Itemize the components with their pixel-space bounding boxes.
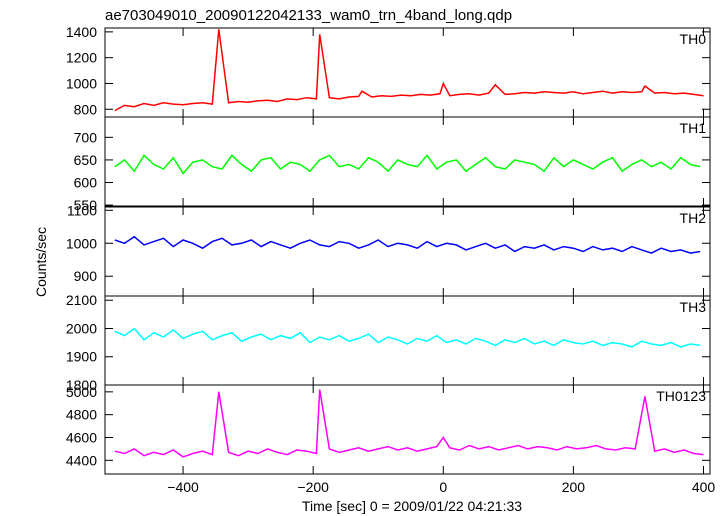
band-label-th2: TH2 bbox=[680, 210, 707, 226]
y-tick-label: 4600 bbox=[66, 429, 97, 445]
y-axis-label: Counts/sec bbox=[33, 227, 49, 297]
y-tick-label: 1000 bbox=[66, 75, 97, 91]
series-th0123 bbox=[114, 389, 704, 458]
y-tick-label: 900 bbox=[74, 268, 98, 284]
x-axis-label: Time [sec] 0 = 2009/01/22 04:21:33 bbox=[302, 498, 522, 514]
panel-th3: 1800 1900 2000 2100 TH3 bbox=[66, 292, 711, 393]
x-tick-label: 200 bbox=[562, 479, 586, 495]
series-th1 bbox=[114, 154, 701, 175]
y-tick-label: 4400 bbox=[66, 452, 97, 468]
y-tick-label: 1000 bbox=[66, 235, 97, 251]
y-tick-label: 1900 bbox=[66, 349, 97, 365]
chart-title: ae703049010_20090122042133_wam0_trn_4ban… bbox=[105, 7, 512, 24]
y-tick-label: 4800 bbox=[66, 407, 97, 423]
panels-group: 800 1000 1200 1400 TH0 550 600 650 700 TH1 900 1000… bbox=[66, 24, 711, 475]
series-th2 bbox=[114, 235, 701, 254]
y-tick-label: 1200 bbox=[66, 50, 97, 66]
y-tick-label: 550 bbox=[74, 197, 98, 213]
series-th3 bbox=[114, 327, 701, 348]
y-tick-label: 5000 bbox=[66, 384, 97, 400]
y-tick-label: 700 bbox=[74, 129, 98, 145]
y-tick-label: 1800 bbox=[66, 377, 97, 393]
band-label-th0: TH0 bbox=[680, 31, 707, 47]
band-label-th0123: TH0123 bbox=[656, 388, 706, 404]
x-tick-label: −400 bbox=[167, 479, 199, 495]
panel-frame bbox=[104, 116, 711, 207]
band-label-th1: TH1 bbox=[680, 120, 707, 136]
y-tick-label: 650 bbox=[74, 152, 98, 168]
x-tick-label: 400 bbox=[692, 479, 716, 495]
panel-th2: 900 1000 1100 TH2 bbox=[66, 202, 711, 297]
y-tick-label: 2000 bbox=[66, 320, 97, 336]
y-tick-label: 600 bbox=[74, 175, 98, 191]
panel-frame bbox=[104, 206, 711, 297]
panel-th0: 800 1000 1200 1400 TH0 bbox=[66, 24, 711, 118]
x-tick-label: −200 bbox=[297, 479, 329, 495]
x-tick-label: 0 bbox=[439, 479, 447, 495]
series-th0 bbox=[114, 29, 704, 112]
panel-th1: 550 600 650 700 TH1 bbox=[74, 116, 711, 213]
x-axis: −400 −200 0 200 400 bbox=[167, 479, 715, 495]
band-label-th3: TH3 bbox=[680, 299, 707, 315]
y-tick-label: 1400 bbox=[66, 24, 97, 40]
y-tick-label: 2100 bbox=[66, 292, 97, 308]
y-tick-label: 800 bbox=[74, 101, 98, 117]
y-tick-label: 1100 bbox=[67, 202, 97, 218]
panel-th0123: 4400 4600 4800 5000 TH0123 bbox=[66, 384, 711, 475]
panel-frame bbox=[104, 384, 711, 475]
panel-frame bbox=[104, 295, 711, 386]
